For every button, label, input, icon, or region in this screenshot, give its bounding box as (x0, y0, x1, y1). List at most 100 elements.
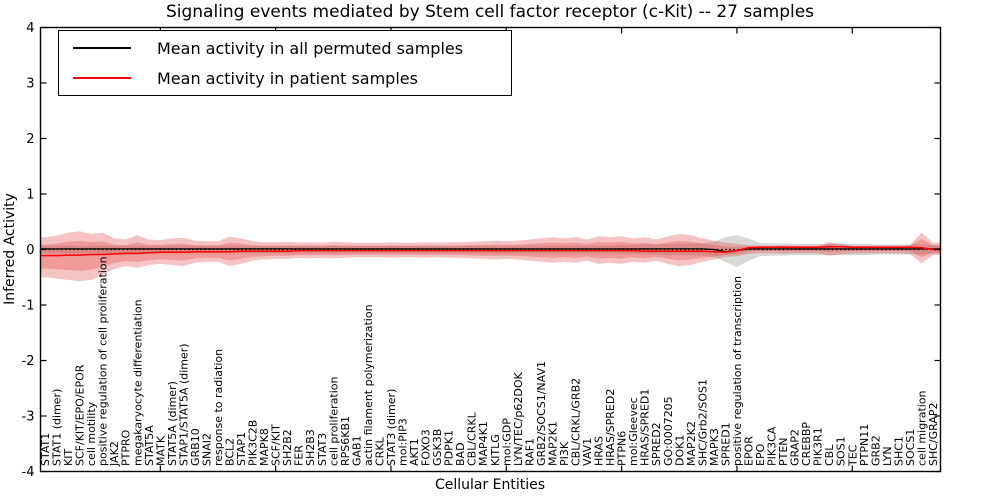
entity-tick-label: RPS6KB1 (339, 416, 352, 466)
entity-tick-label: SH2B2 (281, 429, 294, 466)
entity-tick-label: SH2B3 (304, 429, 317, 466)
entity-tick-label: SHC1 (892, 436, 905, 466)
entity-tick-label: PIK3R1 (812, 427, 825, 466)
y-tick-label: -3 (22, 410, 35, 425)
entity-tick-label: CBL (823, 444, 836, 466)
entity-tick-label: STAT3 (dimer) (385, 389, 398, 466)
patient-band-outer (40, 231, 941, 282)
entity-tick-label: SOS1 (835, 436, 848, 466)
entity-tick-label: cell migration (916, 390, 929, 466)
permuted-mean-line (40, 248, 941, 253)
entity-tick-label: PTPN11 (858, 424, 871, 466)
entity-tick-label: MAP4K1 (477, 421, 490, 466)
entity-tick-label: MAPK8 (258, 428, 271, 466)
entity-tick-label: GO:0007205 (662, 396, 675, 466)
entity-tick-label: mol:GDP (500, 418, 513, 466)
entity-tick-label: AKT1 (408, 438, 421, 466)
entity-tick-label: GRAP2 (789, 429, 802, 466)
legend-entry-permuted: Mean activity in all permuted samples (59, 33, 511, 63)
entity-tick-label: STAP1 (235, 432, 248, 466)
entity-tick-label: STAT1 (dimer) (51, 389, 64, 466)
entity-tick-label: VAV1 (581, 438, 594, 466)
entity-tick-label: GRB10 (189, 428, 202, 466)
entity-tick-label: mol:PIP3 (397, 418, 410, 466)
entity-tick-label: SCF/KIT/EPO/EPOR (74, 364, 87, 466)
entity-tick-label: cell proliferation (327, 376, 340, 466)
entity-tick-label: JAK2 (108, 441, 121, 467)
entity-tick-label: GSK3B (431, 429, 444, 466)
y-tick-label: -1 (22, 299, 35, 314)
entity-tick-label: CREBBP (800, 422, 813, 466)
entity-tick-label: EPOR (743, 436, 756, 466)
x-axis-label: Cellular Entities (434, 477, 546, 493)
entity-tick-label: TEC (846, 444, 859, 467)
entity-tick-label: RAF1 (523, 438, 536, 466)
entity-tick-label: LYN/TEC/p62DOK (512, 372, 525, 466)
y-axis-label: Inferred Activity (2, 193, 18, 305)
entity-tick-label: KIT (62, 449, 75, 466)
entity-tick-label: SHC/GRAP2 (927, 402, 940, 466)
entity-tick-label: PDPK1 (443, 430, 456, 466)
entity-tick-label: STAT5A (143, 425, 156, 466)
entity-tick-label: CBL/CRKL (466, 411, 479, 466)
y-tick-label: 3 (26, 77, 34, 92)
entity-tick-label: STAT1 (39, 433, 52, 466)
entity-tick-label: positive regulation of cell proliferatio… (97, 256, 110, 466)
entity-tick-label: GRB2 (869, 435, 882, 466)
entity-tick-label: SPRED1 (719, 422, 732, 466)
entity-tick-label: PIK3C2B (247, 420, 260, 466)
y-tick-label: 0 (26, 243, 34, 258)
entity-tick-label: FOXO3 (420, 429, 433, 466)
entity-tick-label: mol:Gleevec (627, 397, 640, 466)
patient-line-swatch (73, 77, 131, 79)
entity-tick-label: GAB1 (350, 435, 363, 466)
entity-tick-label: SNAI2 (201, 433, 214, 466)
entity-tick-label: HRAS/SPRED2 (604, 389, 617, 466)
patient-mean-line (40, 245, 941, 257)
entity-tick-label: PIK3CA (766, 426, 779, 466)
entity-tick-label: HRAS/SPRED1 (639, 389, 652, 466)
y-tick-label: 2 (26, 132, 34, 147)
legend-label: Mean activity in all permuted samples (157, 38, 464, 58)
entity-tick-label: cell motility (85, 401, 98, 466)
patient-band-inner (40, 238, 941, 271)
entity-tick-label: positive regulation of transcription (731, 276, 744, 466)
entity-tick-label: STAT5A (dimer) (166, 381, 179, 466)
entity-tick-label: MAP2K1 (546, 421, 559, 466)
entity-tick-label: BAD (454, 442, 467, 466)
chart-title: Signaling events mediated by Stem cell f… (165, 2, 815, 22)
y-tick-label: -4 (22, 465, 35, 480)
entity-tick-label: response to radiation (212, 349, 225, 466)
y-tick-label: 1 (26, 188, 34, 203)
entity-tick-label: SHC/Grb2/SOS1 (696, 379, 709, 466)
legend-entry-patient: Mean activity in patient samples (59, 63, 511, 93)
entity-tick-label: CBL/CRKL/GRB2 (570, 378, 583, 466)
entity-tick-label: SOCS1 (904, 429, 917, 466)
entity-tick-label: STAT3 (316, 433, 329, 466)
entity-tick-label: HRAS (593, 436, 606, 466)
entity-tick-label: PI3K (558, 441, 571, 466)
y-tick-label: 4 (26, 21, 34, 36)
legend-label: Mean activity in patient samples (157, 68, 418, 88)
entity-tick-label: megakaryocyte differentiation (131, 299, 144, 466)
entity-tick-label: PTPRO (120, 429, 133, 466)
permuted-line-swatch (73, 47, 131, 49)
entity-tick-label: actin filament polymerization (362, 304, 375, 466)
entity-tick-label: LYN (881, 446, 894, 466)
entity-tick-label: MATK (154, 435, 167, 466)
entity-tick-label: CRKL (373, 436, 386, 466)
entity-tick-label: PTPN6 (616, 431, 629, 466)
entity-tick-label: DOK1 (673, 435, 686, 466)
entity-tick-label: MAPK3 (708, 428, 721, 466)
y-tick-label: -2 (22, 354, 35, 369)
entity-tick-label: SCF/KIT (270, 424, 283, 466)
entity-tick-label: PTEN (777, 437, 790, 466)
entity-tick-label: STAP1/STAT5A (dimer) (177, 343, 190, 466)
entity-tick-label: BCL2 (224, 438, 237, 466)
legend: Mean activity in all permuted samples Me… (58, 30, 512, 96)
entity-tick-label: SPRED2 (650, 422, 663, 466)
entity-tick-label: GRB2/SOCS1/NAV1 (535, 361, 548, 466)
entity-tick-label: KITLG (489, 434, 502, 466)
